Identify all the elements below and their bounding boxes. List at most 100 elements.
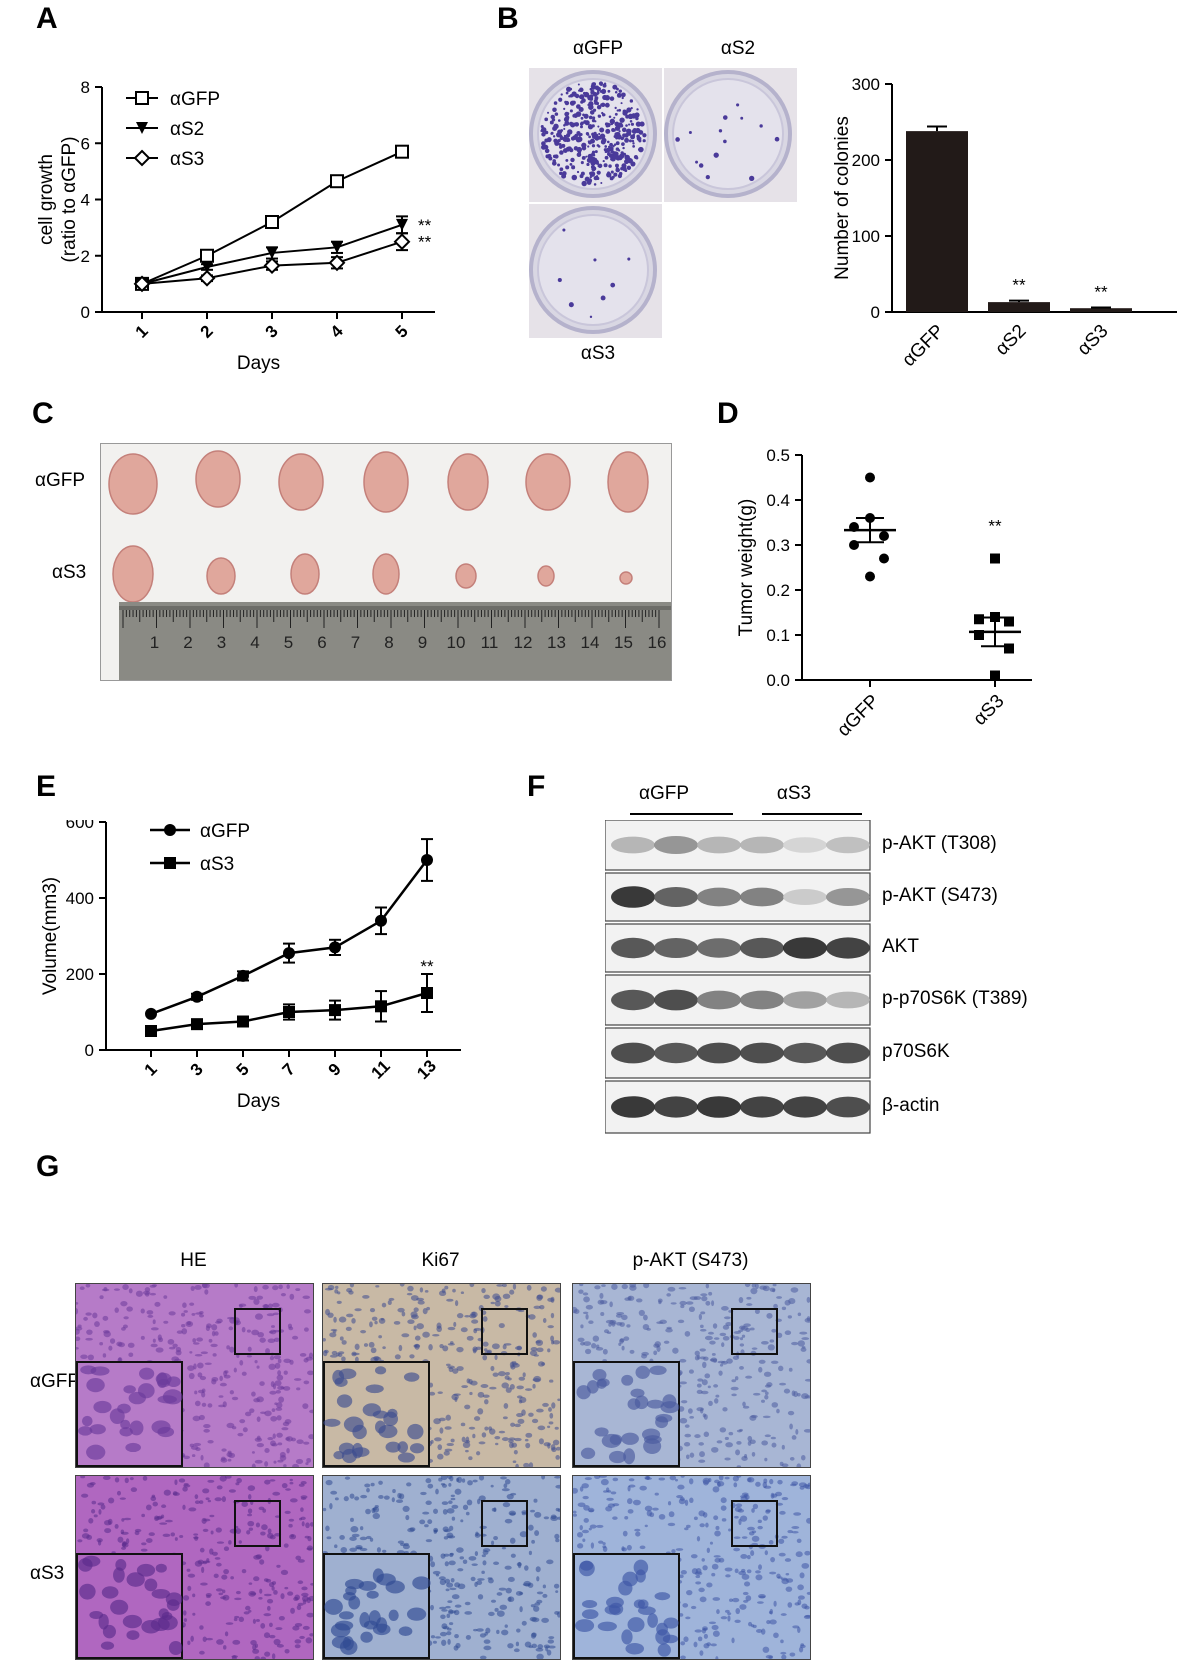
nucleus <box>194 1400 201 1407</box>
nucleus <box>181 1324 186 1328</box>
nucleus <box>351 1533 360 1538</box>
nucleus <box>494 1436 501 1440</box>
inset-nucleus <box>627 1617 645 1633</box>
nucleus <box>422 1331 430 1338</box>
colony <box>594 96 599 101</box>
x-tick-label-e: 5 <box>233 1060 253 1080</box>
nucleus <box>255 1554 263 1559</box>
colony <box>638 139 642 143</box>
nucleus <box>350 1517 354 1522</box>
colony <box>612 145 615 148</box>
blot-band <box>740 990 784 1010</box>
nucleus <box>769 1478 774 1485</box>
nucleus <box>532 1383 536 1389</box>
nucleus <box>432 1570 441 1575</box>
nucleus <box>283 1543 289 1548</box>
nucleus <box>438 1477 443 1482</box>
blot-band <box>611 886 655 908</box>
blot-band <box>783 889 827 905</box>
nucleus <box>402 1544 410 1550</box>
nucleus <box>116 1341 123 1347</box>
nucleus <box>790 1287 799 1293</box>
nucleus <box>424 1289 429 1293</box>
colony <box>614 112 618 116</box>
nucleus <box>771 1493 778 1498</box>
nucleus <box>781 1496 789 1501</box>
nucleus <box>247 1485 256 1491</box>
nucleus <box>302 1595 309 1602</box>
nucleus <box>680 1641 686 1646</box>
nucleus <box>354 1308 362 1312</box>
nucleus <box>803 1428 810 1433</box>
colony <box>578 94 584 100</box>
nucleus <box>141 1542 147 1546</box>
nucleus <box>710 1357 718 1363</box>
nucleus <box>349 1536 357 1541</box>
nucleus <box>514 1423 521 1428</box>
nucleus <box>329 1503 333 1510</box>
nucleus <box>447 1342 455 1346</box>
nucleus <box>592 1335 600 1342</box>
nucleus <box>193 1442 202 1447</box>
nucleus <box>446 1582 454 1588</box>
nucleus <box>324 1349 329 1354</box>
nucleus <box>248 1295 257 1300</box>
nucleus <box>228 1540 232 1545</box>
inset-nucleus <box>139 1367 155 1380</box>
nucleus <box>763 1371 772 1377</box>
nucleus <box>751 1347 758 1350</box>
nucleus <box>450 1494 455 1498</box>
nucleus <box>135 1290 143 1297</box>
colony <box>579 125 583 129</box>
histology-row-label: αS3 <box>30 1562 65 1584</box>
nucleus <box>128 1288 133 1294</box>
colony <box>547 111 550 114</box>
nucleus <box>507 1596 515 1603</box>
colony <box>580 171 585 176</box>
tumor <box>278 453 324 511</box>
nucleus <box>780 1639 784 1644</box>
nucleus <box>762 1481 768 1489</box>
nucleus <box>269 1329 277 1335</box>
blot-band <box>826 888 870 906</box>
nucleus <box>694 1355 700 1361</box>
nucleus <box>454 1300 459 1307</box>
nucleus <box>225 1622 234 1625</box>
nucleus <box>326 1536 332 1540</box>
nucleus <box>195 1312 203 1315</box>
nucleus <box>605 1506 613 1512</box>
nucleus <box>721 1342 725 1348</box>
nucleus <box>504 1565 512 1570</box>
nucleus <box>550 1514 557 1520</box>
nucleus <box>551 1447 557 1453</box>
nucleus <box>189 1443 195 1448</box>
blot-label: p-AKT (S473) <box>882 885 998 906</box>
nucleus <box>272 1491 281 1496</box>
nucleus <box>588 1509 595 1513</box>
nucleus <box>295 1555 302 1561</box>
nucleus <box>531 1418 539 1424</box>
nucleus <box>277 1442 283 1446</box>
nucleus <box>267 1436 274 1441</box>
inset-nucleus <box>342 1591 356 1601</box>
nucleus <box>269 1622 273 1628</box>
nucleus <box>440 1614 446 1620</box>
nucleus <box>273 1638 281 1646</box>
nucleus <box>330 1490 338 1495</box>
nucleus <box>397 1307 405 1313</box>
ruler-edge <box>119 606 671 610</box>
x-axis-label-e: Days <box>237 1091 280 1112</box>
nucleus <box>700 1293 708 1297</box>
colony <box>614 151 619 157</box>
nucleus <box>121 1541 127 1548</box>
colony <box>624 159 629 165</box>
nucleus <box>187 1640 191 1646</box>
nucleus <box>381 1302 387 1308</box>
inset-nucleus <box>352 1442 363 1459</box>
blot-label: AKT <box>882 936 919 957</box>
inset-nucleus <box>663 1617 679 1629</box>
nucleus <box>150 1327 159 1331</box>
nucleus <box>741 1568 746 1573</box>
inset-nucleus <box>101 1586 119 1599</box>
colony <box>562 148 568 153</box>
